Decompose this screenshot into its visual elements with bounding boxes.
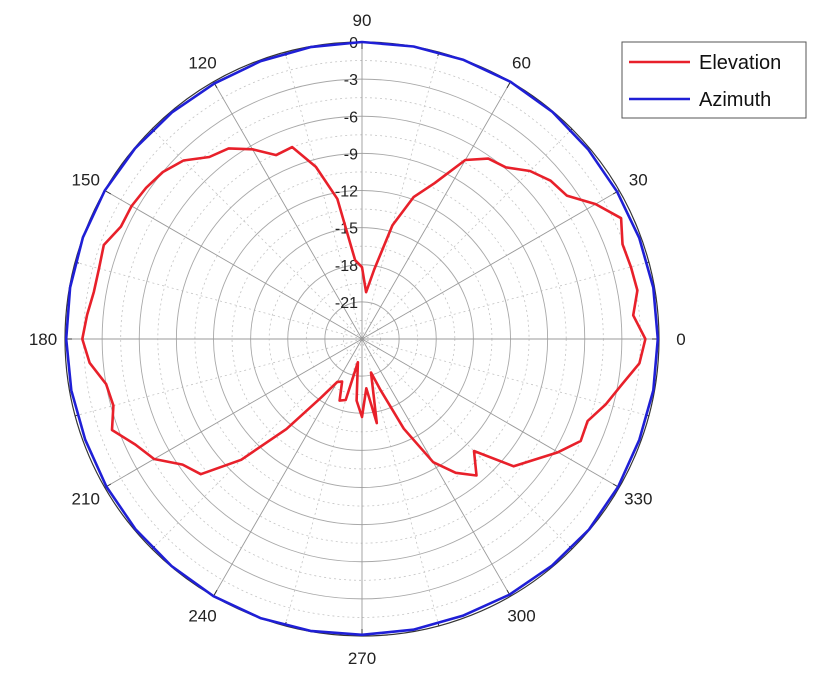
angle-tick-label: 270 [348, 649, 376, 668]
angle-tick-label: 60 [512, 54, 531, 73]
grid-spoke [213, 81, 363, 340]
radial-axis-labels: 0-3-6-9-12-15-18-21 [335, 35, 358, 312]
angle-tick-label: 120 [188, 54, 216, 73]
radial-tick-label: -6 [344, 109, 358, 126]
legend-label-azimuth: Azimuth [699, 89, 771, 111]
grid-spoke [104, 190, 363, 340]
angle-tick-label: 30 [629, 171, 648, 190]
radial-tick-label: -18 [335, 258, 358, 275]
angle-tick-label: 150 [72, 171, 100, 190]
legend-label-elevation: Elevation [699, 52, 781, 74]
grid-spoke [361, 338, 620, 488]
angle-tick-label: 90 [353, 11, 372, 30]
grid-spoke [361, 338, 511, 597]
legend: Elevation Azimuth [621, 41, 807, 119]
legend-box [621, 41, 807, 119]
angle-axis-labels: 0 30 60 90 120 150 180 210 240 270 300 330 [29, 11, 686, 668]
angle-tick-label: 240 [188, 606, 216, 625]
angle-tick-label: 330 [624, 490, 652, 509]
angle-tick-label: 0 [676, 330, 685, 349]
grid-spoke [361, 81, 511, 340]
radial-tick-label: -12 [335, 184, 358, 201]
series-lines [64, 40, 660, 637]
grid-spoke [361, 190, 620, 340]
angle-tick-label: 210 [72, 490, 100, 509]
series-line-azimuth [64, 40, 660, 637]
grid-spoke [104, 338, 363, 488]
grid-spoke [213, 338, 363, 597]
angle-tick-label: 180 [29, 330, 57, 349]
angle-tick-label: 300 [507, 606, 535, 625]
series-line-elevation [81, 145, 647, 477]
radial-tick-label: -21 [335, 295, 358, 312]
radial-tick-label: -9 [344, 146, 358, 163]
radial-tick-label: -3 [344, 72, 358, 89]
